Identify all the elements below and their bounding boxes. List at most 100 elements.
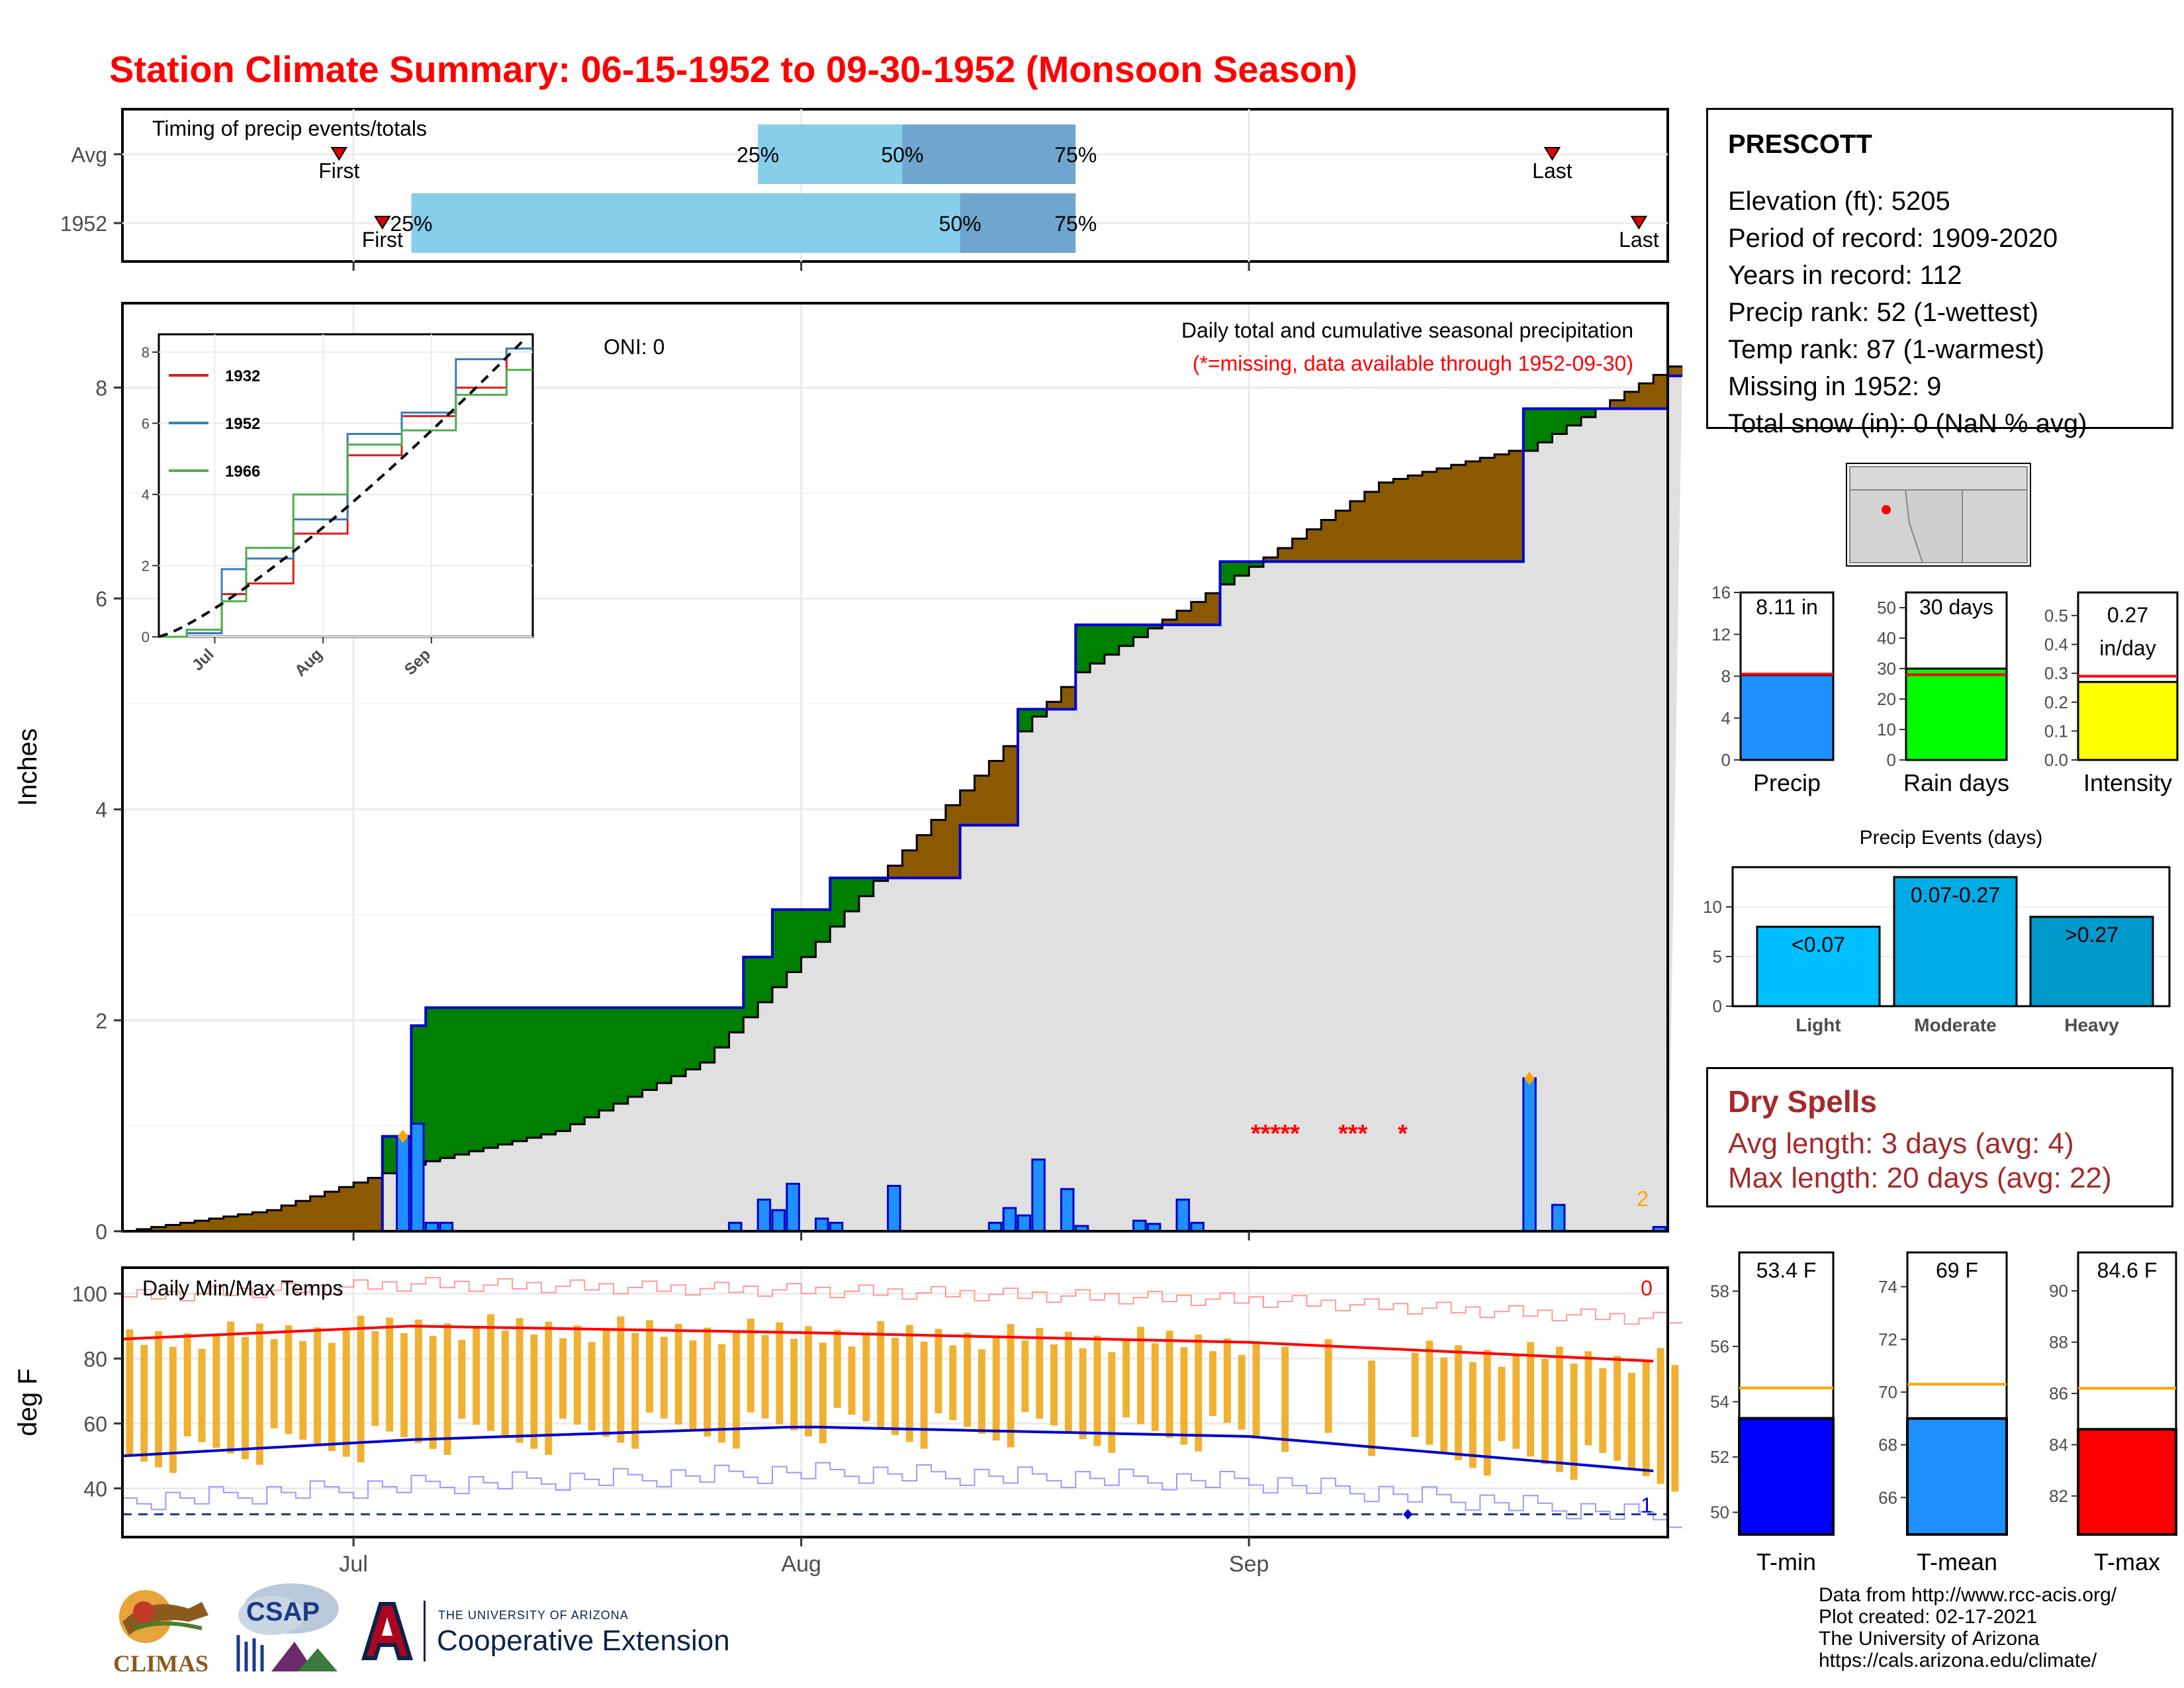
daily-temp-bar	[1541, 1358, 1549, 1465]
daily-temp-bar	[169, 1346, 177, 1474]
temp-summary-tick-label: 50	[1710, 1503, 1729, 1523]
daily-temp-bar	[458, 1339, 466, 1419]
freeze-marker	[1403, 1509, 1413, 1520]
daily-temp-bar	[992, 1336, 1000, 1441]
below-avg-area	[267, 1210, 282, 1231]
daily-temp-bar	[126, 1329, 134, 1456]
below-avg-area	[887, 865, 903, 878]
daily-precip-bar	[1031, 1158, 1046, 1233]
below-avg-area	[1480, 457, 1495, 562]
below-avg-area	[917, 835, 932, 878]
above-avg-area	[454, 1008, 470, 1155]
below-avg-area	[339, 1187, 354, 1231]
below-avg-area	[1349, 501, 1365, 562]
temp-xtick-label: Sep	[1229, 1552, 1269, 1577]
above-avg-area	[815, 910, 831, 942]
summary-value-label: 0.27	[2107, 603, 2148, 627]
above-avg-area	[830, 878, 845, 927]
above-avg-area	[714, 1008, 730, 1048]
daily-precip-bar	[1060, 1188, 1075, 1233]
daily-temp-bar	[1555, 1346, 1563, 1472]
summary-tick-label: 10	[1877, 720, 1896, 739]
daily-temp-bar	[689, 1340, 697, 1431]
daily-temp-bar	[342, 1329, 350, 1457]
temp-count-bottom: 1	[1641, 1493, 1653, 1517]
temp-summary-label: T-max	[2094, 1548, 2160, 1575]
timing-marker-label: Last	[1532, 159, 1572, 183]
temp-summary-tick-label: 68	[1878, 1435, 1897, 1455]
daily-temp-bar	[371, 1331, 379, 1427]
events-title: Precip Events (days)	[1860, 827, 2043, 849]
below-avg-area	[1610, 400, 1625, 409]
main-ytick-label: 0	[95, 1220, 107, 1244]
missing-data-marks: *****	[1251, 1120, 1300, 1148]
summary-bar-Precip	[1739, 674, 1835, 761]
temp-summary-tick-label: 90	[2049, 1281, 2068, 1301]
temp-summary-tick-label: 52	[1710, 1447, 1729, 1467]
oni-label: ONI: 0	[604, 335, 664, 359]
timing-bar-50-75	[960, 193, 1076, 253]
record-min-line	[122, 1462, 1682, 1528]
summary-tick-label: 20	[1877, 689, 1896, 709]
inset-legend-label: 1966	[225, 463, 260, 481]
below-avg-area	[324, 1192, 340, 1231]
daily-temp-bar	[1064, 1331, 1072, 1432]
daily-temp-bar	[747, 1319, 754, 1413]
above-avg-area	[555, 1008, 571, 1131]
summary-tick-label: 0.3	[2044, 663, 2068, 683]
dry-spells-box: Dry Spells Avg length: 3 days (avg: 4) M…	[1706, 1067, 2173, 1207]
events-range-label: >0.27	[2065, 923, 2118, 947]
daily-temp-bar	[978, 1349, 985, 1434]
below-avg-area	[165, 1225, 181, 1231]
avg-min-line	[122, 1425, 1654, 1473]
inset-ytick-label: 8	[142, 344, 150, 361]
daily-temp-bar	[155, 1331, 163, 1468]
daily-temp-bar	[530, 1334, 538, 1449]
daily-temp-bar	[732, 1331, 740, 1449]
daily-temp-bar	[1627, 1372, 1635, 1469]
climas-logo: CLIMAS	[109, 1582, 215, 1677]
daily-temp-bar	[357, 1315, 365, 1463]
temp-ytick-label: 60	[83, 1412, 107, 1436]
below-avg-area	[1451, 465, 1467, 562]
missing-data-marks: ***	[1338, 1120, 1368, 1148]
below-avg-area	[1205, 593, 1221, 625]
daily-temp-bar	[1440, 1357, 1448, 1453]
above-avg-area	[1104, 624, 1120, 655]
above-avg-area	[584, 1008, 600, 1117]
summary-tick-label: 0.5	[2044, 606, 2068, 626]
daily-precip-bar	[1017, 1214, 1032, 1233]
inset-ytick-label: 2	[142, 557, 150, 574]
below-avg-area	[1191, 602, 1206, 625]
daily-temp-bar	[905, 1325, 913, 1442]
above-avg-area	[772, 910, 788, 988]
events-bar-label: Light	[1796, 1015, 1841, 1035]
daily-temp-bar	[227, 1321, 235, 1454]
above-avg-area	[1220, 561, 1235, 585]
below-avg-area	[1162, 619, 1177, 625]
below-avg-area	[1465, 461, 1480, 562]
summary-tick-label: 0.2	[2044, 692, 2068, 712]
daily-temp-bar	[414, 1319, 422, 1443]
temp-summary-value: 69 F	[1936, 1258, 1978, 1282]
main-ytick-label: 4	[95, 798, 107, 822]
temp-summary-tick-label: 72	[1878, 1329, 1897, 1349]
daily-temp-bar	[1122, 1339, 1130, 1418]
footer-line: https://cals.arizona.edu/climate/	[1819, 1650, 2097, 1671]
summary-bar-label: Intensity	[2083, 769, 2172, 796]
daily-temp-bar	[1498, 1366, 1506, 1442]
temp-summary-bar-T-min	[1738, 1417, 1835, 1536]
above-avg-area	[1032, 709, 1048, 717]
station-info-line: Missing in 1952: 9	[1728, 372, 1942, 401]
daily-precip-bar	[396, 1135, 410, 1233]
daily-temp-bar	[602, 1329, 610, 1437]
temp-xtick-label: Aug	[781, 1552, 821, 1577]
daily-temp-bar	[400, 1333, 408, 1438]
below-avg-area	[902, 850, 917, 878]
daily-temp-bar	[328, 1342, 336, 1452]
above-avg-area	[1567, 408, 1582, 426]
daily-temp-bar	[1281, 1346, 1289, 1452]
events-frame-top	[1731, 866, 2171, 1008]
temp-summary-tick-label: 58	[1710, 1281, 1729, 1301]
daily-temp-bar	[1599, 1368, 1607, 1454]
